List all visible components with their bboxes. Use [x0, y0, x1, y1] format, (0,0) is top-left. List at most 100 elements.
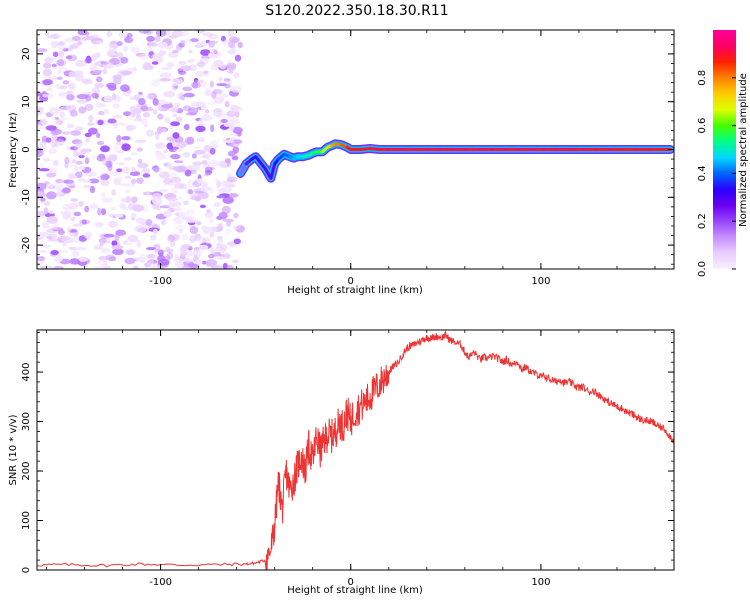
noise-blob — [135, 217, 146, 224]
noise-blob — [165, 255, 171, 261]
noise-blob — [127, 234, 139, 243]
noise-blob — [155, 152, 167, 160]
noise-blob — [84, 31, 90, 37]
noise-blob — [106, 50, 116, 57]
noise-blob — [209, 147, 216, 155]
noise-blob — [208, 33, 219, 40]
noise-blob — [169, 200, 176, 205]
noise-blob — [234, 54, 242, 62]
noise-blob — [42, 94, 48, 98]
noise-blob — [190, 169, 197, 174]
noise-blob — [46, 172, 57, 178]
noise-blob — [96, 76, 103, 83]
noise-blob — [180, 39, 186, 45]
noise-blob — [230, 85, 242, 93]
noise-blob — [135, 52, 146, 57]
noise-blob — [237, 41, 243, 49]
noise-blob — [121, 136, 131, 141]
noise-blob — [202, 70, 209, 75]
noise-blob — [210, 48, 218, 54]
noise-blob — [155, 142, 165, 150]
noise-blob — [112, 176, 124, 183]
noise-blob — [78, 106, 87, 114]
noise-blob — [64, 156, 70, 165]
noise-blob — [96, 259, 106, 266]
noise-blob — [178, 60, 187, 65]
noise-blob — [203, 173, 210, 177]
noise-blob — [167, 235, 176, 243]
noise-blob — [226, 173, 232, 178]
noise-blob — [94, 82, 105, 89]
noise-blob — [224, 158, 231, 164]
noise-blob — [204, 211, 214, 219]
noise-blob — [76, 93, 89, 100]
noise-blob — [116, 134, 122, 143]
noise-blob — [218, 238, 223, 243]
noise-blob — [222, 218, 234, 223]
noise-blob — [75, 61, 87, 67]
noise-blob — [171, 78, 178, 83]
noise-blob — [74, 73, 85, 82]
noise-blob — [69, 246, 78, 250]
noise-blob — [105, 237, 111, 244]
noise-blob — [46, 183, 54, 188]
noise-blob — [118, 30, 128, 38]
noise-blob — [223, 39, 230, 47]
noise-blob — [209, 217, 214, 224]
noise-blob — [132, 107, 142, 114]
noise-blob — [37, 48, 48, 53]
noise-blob — [120, 84, 130, 92]
noise-blob — [190, 190, 202, 198]
noise-blob — [120, 70, 133, 75]
noise-blob — [192, 161, 203, 166]
noise-blob — [70, 146, 79, 151]
noise-blob — [172, 113, 177, 118]
noise-blob — [84, 231, 92, 239]
noise-blob — [38, 168, 50, 172]
noise-blob — [192, 81, 199, 89]
noise-blob — [101, 191, 106, 199]
noise-blob — [180, 65, 192, 72]
noise-blob — [195, 221, 202, 226]
noise-blob — [102, 174, 110, 180]
noise-blob — [152, 167, 162, 173]
noise-blob — [46, 92, 54, 99]
noise-blob — [37, 147, 43, 155]
spectrogram-x-axis-label: Height of straight line (km) — [287, 285, 423, 296]
y-tick-label: 10 — [21, 95, 32, 108]
noise-blob — [52, 141, 59, 148]
x-tick-label: 100 — [531, 577, 550, 588]
noise-blob — [161, 219, 166, 226]
noise-blob — [174, 212, 180, 216]
noise-blob — [163, 178, 173, 185]
noise-blob — [170, 146, 179, 150]
noise-blob — [103, 258, 108, 266]
noise-blob — [183, 92, 195, 98]
noise-blob — [48, 226, 58, 230]
noise-blob — [155, 132, 160, 141]
noise-blob — [45, 125, 57, 131]
noise-blob — [197, 137, 206, 142]
noise-blob — [169, 125, 174, 130]
noise-blob — [72, 223, 84, 227]
noise-blob — [163, 162, 172, 168]
noise-blob — [211, 91, 217, 99]
noise-blob — [67, 83, 75, 89]
noise-blob — [195, 259, 202, 264]
noise-blob — [198, 244, 209, 251]
noise-blob — [129, 96, 136, 101]
noise-blob — [194, 79, 204, 83]
noise-blob — [132, 204, 144, 212]
noise-blob — [142, 173, 151, 178]
noise-blob — [139, 53, 151, 60]
x-tick-label: -100 — [149, 276, 172, 287]
noise-blob — [61, 187, 71, 194]
noise-blob — [152, 98, 159, 106]
noise-blob — [111, 240, 118, 247]
noise-blob — [84, 103, 94, 112]
noise-blob — [62, 203, 72, 211]
noise-blob — [176, 142, 183, 148]
noise-blob — [37, 91, 42, 97]
noise-blob — [157, 113, 164, 120]
noise-blob — [46, 87, 53, 91]
